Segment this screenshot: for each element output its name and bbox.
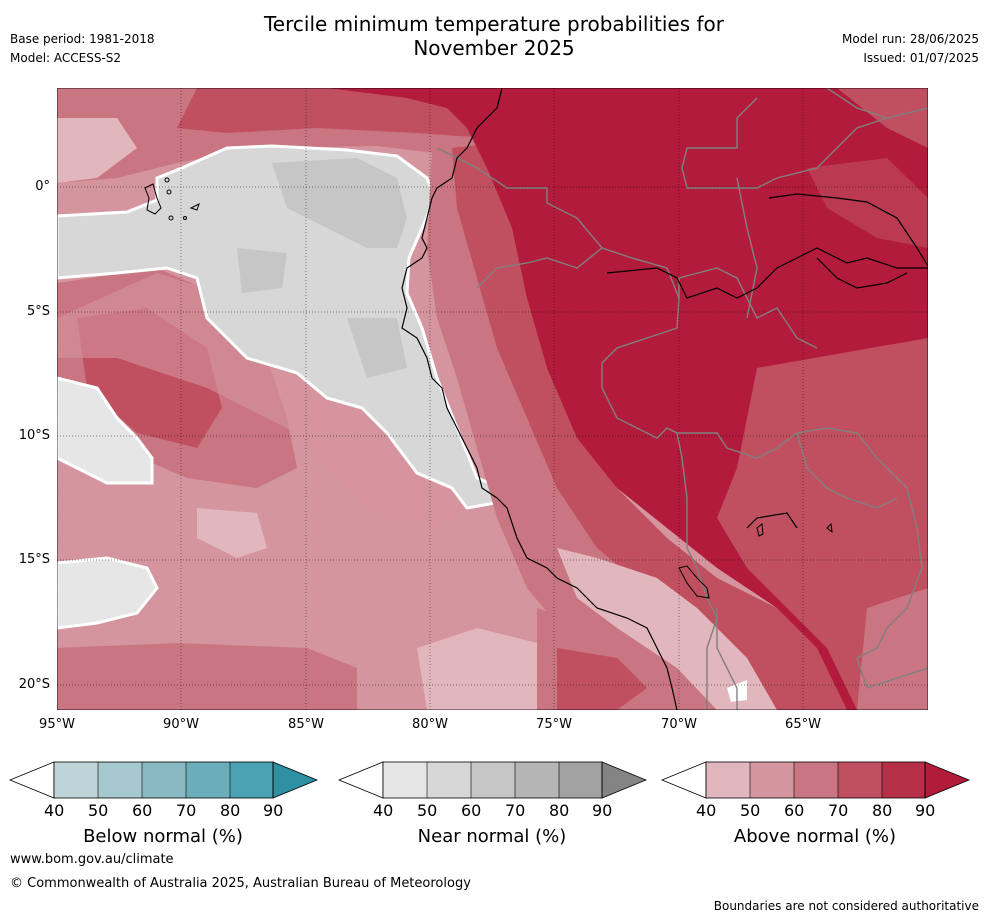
lat-label: 15°S [18, 552, 50, 567]
tick-label: 90 [915, 801, 936, 820]
lat-label: 5°S [26, 304, 50, 319]
mid-light-patch [197, 508, 267, 558]
near-normal-southwest-patch [57, 556, 159, 630]
coastal-band-outer [427, 138, 817, 710]
graticule [57, 88, 928, 710]
tick-label: 80 [220, 801, 241, 820]
north-west-light-patch [57, 118, 137, 183]
tick-label: 70 [828, 801, 849, 820]
galapagos-islands [144, 177, 200, 221]
south-west-band [57, 643, 357, 710]
coastal-band-inner [452, 143, 857, 710]
below-normal-label: Below normal (%) [83, 826, 243, 847]
boundary-band [57, 273, 477, 528]
tick-label: 60 [461, 801, 482, 820]
copyright-text: © Commonwealth of Australia 2025, Austra… [10, 876, 471, 891]
tick-label: 60 [784, 801, 805, 820]
lon-label: 75°W [536, 717, 572, 732]
lon-label: 65°W [785, 717, 821, 732]
legend-colorbars [8, 761, 971, 799]
lon-label: 85°W [288, 717, 324, 732]
tick-label: 40 [44, 801, 65, 820]
lon-label: 80°W [412, 717, 448, 732]
small-lake-2 [826, 522, 833, 534]
tick-label: 80 [872, 801, 893, 820]
tick-label: 90 [263, 801, 284, 820]
lat-label: 0° [35, 179, 50, 194]
model-run-text: Model run: 28/06/2025 [841, 32, 979, 46]
model-text: Model: ACCESS-S2 [10, 51, 122, 65]
coastline [401, 88, 928, 710]
tick-label: 60 [132, 801, 153, 820]
north-east-patch-2 [807, 158, 928, 248]
tick-label: 50 [417, 801, 438, 820]
title-line-2: November 2025 [413, 36, 575, 60]
tick-label: 50 [88, 801, 109, 820]
disclaimer-text: Boundaries are not considered authoritat… [713, 899, 979, 913]
near-normal-inner-1 [272, 158, 407, 248]
country-borders [436, 88, 928, 710]
probability-map [57, 88, 928, 710]
title-line-1: Tercile minimum temperature probabilitie… [263, 12, 725, 36]
tick-label: 90 [592, 801, 613, 820]
south-east-patch [857, 588, 928, 710]
lon-label: 70°W [661, 717, 697, 732]
colorbar-above-normal [660, 761, 971, 799]
website-link[interactable]: www.bom.gov.au/climate [10, 852, 174, 867]
lat-label: 10°S [18, 428, 50, 443]
above-normal-label: Above normal (%) [733, 826, 897, 847]
near-normal-inner-3 [347, 318, 407, 378]
base-period-text: Base period: 1981-2018 [10, 32, 155, 46]
map-title: Tercile minimum temperature probabilitie… [0, 12, 988, 60]
tick-label: 40 [373, 801, 394, 820]
lat-label: 20°S [18, 677, 50, 692]
near-normal-inner-2 [237, 248, 287, 293]
tick-label: 70 [176, 801, 197, 820]
tick-label: 40 [696, 801, 717, 820]
tick-label: 70 [505, 801, 526, 820]
lon-label: 90°W [163, 717, 199, 732]
near-normal-west-patch [57, 376, 154, 485]
south-coast-light-strip [557, 548, 777, 710]
tick-label: 80 [549, 801, 570, 820]
small-lake-1 [756, 523, 764, 537]
colorbar-near-normal [337, 761, 648, 799]
south-coast-red [557, 648, 647, 710]
lake-titicaca [678, 565, 710, 599]
north-east-patch [837, 88, 928, 148]
issued-text: Issued: 01/07/2025 [863, 51, 979, 65]
near-normal-label: Near normal (%) [417, 826, 567, 847]
lon-label: 95°W [39, 717, 75, 732]
tick-label: 50 [740, 801, 761, 820]
colorbar-below-normal [8, 761, 319, 799]
north-ocean-band-strong [177, 88, 487, 138]
